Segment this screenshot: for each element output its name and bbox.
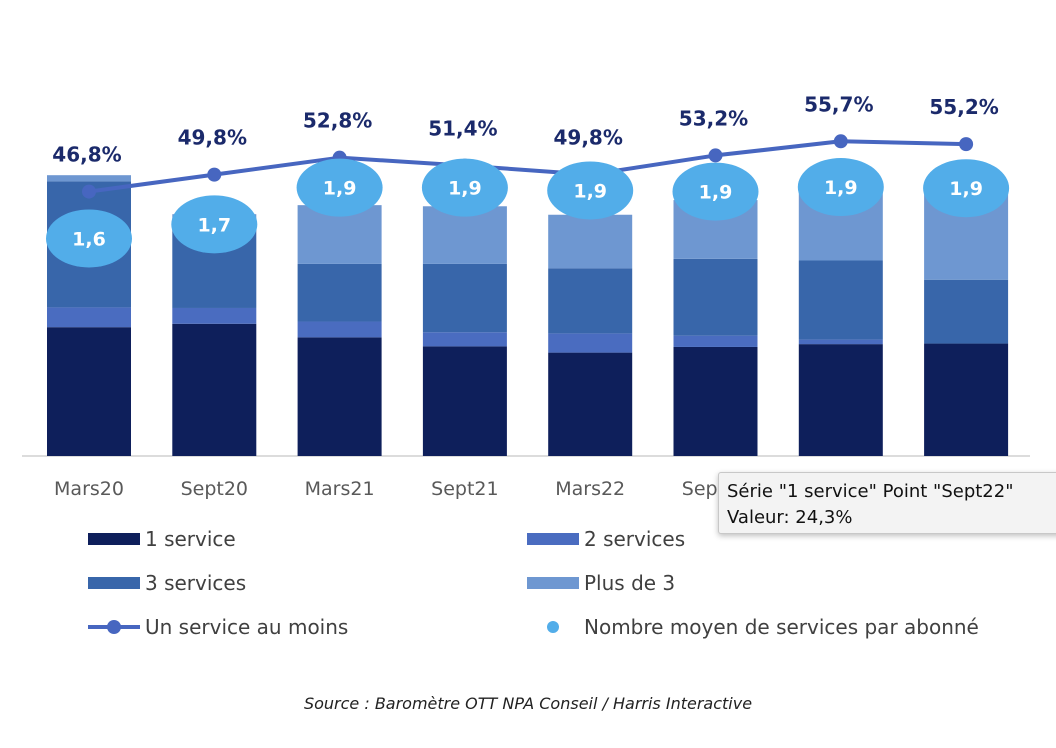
bar-segment-2-mars23[interactable] bbox=[798, 339, 883, 345]
bar-segment-2-mars20[interactable] bbox=[47, 307, 131, 328]
legend-swatch-1 bbox=[527, 533, 579, 545]
bubble-label-mars23: 1,9 bbox=[824, 177, 858, 199]
bar-segment-1-mars20[interactable] bbox=[47, 327, 131, 456]
legend-swatch-dot bbox=[547, 621, 559, 633]
bar-segment-1-sept21[interactable] bbox=[422, 346, 507, 456]
bar-segment-3-mars23[interactable] bbox=[798, 260, 883, 340]
bubble-mars23[interactable] bbox=[797, 158, 884, 217]
line-point-sept20[interactable] bbox=[207, 167, 222, 182]
legend-label-2: 3 services bbox=[145, 571, 246, 595]
line-point-sept22[interactable] bbox=[708, 148, 723, 163]
source-note: Source : Baromètre OTT NPA Conseil / Har… bbox=[303, 694, 753, 713]
bar-segment-3-mars22[interactable] bbox=[548, 268, 633, 334]
line-label-sept21: 51,4% bbox=[428, 117, 497, 141]
bar-segment-3-sept23[interactable] bbox=[924, 279, 1009, 344]
bubble-label-mars20: 1,6 bbox=[72, 228, 106, 250]
line-un-service-au-moins[interactable] bbox=[88, 139, 967, 194]
bar-segment-3-sept21[interactable] bbox=[422, 263, 507, 333]
line-label-sept20: 49,8% bbox=[178, 126, 247, 150]
bar-segment-4-mars20[interactable] bbox=[47, 175, 131, 182]
legend-label-5: Nombre moyen de services par abonné bbox=[584, 615, 979, 639]
line-label-sept22: 53,2% bbox=[679, 106, 748, 130]
bar-segment-1-mars23[interactable] bbox=[798, 344, 883, 456]
bar-segment-2-mars22[interactable] bbox=[548, 333, 633, 353]
bubble-mars20[interactable] bbox=[46, 209, 132, 268]
tooltip-value: Valeur: 24,3% bbox=[727, 507, 853, 528]
line-label-mars23: 55,7% bbox=[804, 92, 873, 116]
bubble-label-mars22: 1,9 bbox=[573, 180, 607, 202]
bar-segment-2-mars21[interactable] bbox=[297, 321, 382, 338]
line-label-mars20: 46,8% bbox=[52, 143, 121, 167]
bubble-mars22[interactable] bbox=[547, 161, 634, 220]
bar-segment-3-sept22[interactable] bbox=[673, 258, 758, 336]
bubble-label-sept20: 1,7 bbox=[197, 214, 231, 236]
bar-segment-1-sept20[interactable] bbox=[172, 323, 257, 456]
line-label-sept23: 55,2% bbox=[929, 95, 998, 119]
bubble-label-sept23: 1,9 bbox=[949, 178, 983, 200]
bubble-mars21[interactable] bbox=[296, 158, 383, 217]
bar-segment-2-sept21[interactable] bbox=[422, 332, 507, 347]
bubble-layer: 1,6 1,7 1,9 1,9 1,9 1,9 1,9 1,9 bbox=[46, 158, 1010, 268]
bubble-sept20[interactable] bbox=[171, 195, 258, 254]
data-tooltip: Série "1 service" Point "Sept22" Valeur:… bbox=[718, 472, 1056, 534]
bar-segment-2-sept20[interactable] bbox=[172, 307, 257, 324]
bubble-sept23[interactable] bbox=[923, 159, 1010, 218]
bar-segment-1-sept23[interactable] bbox=[924, 343, 1009, 456]
legend-swatch-2 bbox=[88, 577, 140, 589]
line-point-mars23[interactable] bbox=[833, 134, 848, 149]
line-label-mars22: 49,8% bbox=[554, 126, 623, 150]
tooltip-series-point: Série "1 service" Point "Sept22" bbox=[727, 481, 1014, 502]
bubble-label-mars21: 1,9 bbox=[323, 178, 357, 200]
line-point-mars20[interactable] bbox=[82, 184, 96, 199]
bubble-label-sept21: 1,9 bbox=[448, 178, 482, 200]
bar-segment-1-sept22[interactable] bbox=[673, 346, 758, 456]
legend: 1 service 2 services 3 services Plus de 3 Un… bbox=[88, 527, 979, 639]
x-tick-sept20: Sept20 bbox=[181, 478, 248, 500]
x-tick-sept21: Sept21 bbox=[431, 478, 498, 500]
legend-label-3: Plus de 3 bbox=[584, 571, 675, 595]
legend-swatch-3 bbox=[527, 577, 579, 589]
bubble-sept22[interactable] bbox=[672, 162, 759, 221]
bubble-sept21[interactable] bbox=[421, 158, 508, 217]
legend-label-4: Un service au moins bbox=[145, 615, 348, 639]
bar-segment-1-mars21[interactable] bbox=[297, 337, 382, 456]
bar-segment-2-sept22[interactable] bbox=[673, 335, 758, 347]
legend-swatch-0 bbox=[88, 533, 140, 545]
bar-segment-1-mars22[interactable] bbox=[548, 352, 633, 456]
legend-label-1: 2 services bbox=[584, 527, 685, 551]
bar-segment-4-mars22[interactable] bbox=[548, 214, 633, 269]
x-tick-mars22: Mars22 bbox=[555, 478, 625, 500]
bubble-label-sept22: 1,9 bbox=[699, 182, 733, 204]
x-tick-mars20: Mars20 bbox=[54, 478, 124, 500]
line-layer: 46,8% 49,8% 52,8% 51,4% 49,8% 53,2% 55,7% 55,2% bbox=[52, 92, 999, 199]
legend-swatch-line-marker bbox=[107, 620, 121, 634]
line-point-sept23[interactable] bbox=[959, 137, 974, 152]
line-label-mars21: 52,8% bbox=[303, 109, 372, 133]
bar-segment-3-mars21[interactable] bbox=[297, 263, 382, 322]
legend-label-0: 1 service bbox=[145, 527, 236, 551]
x-tick-mars21: Mars21 bbox=[305, 478, 375, 500]
